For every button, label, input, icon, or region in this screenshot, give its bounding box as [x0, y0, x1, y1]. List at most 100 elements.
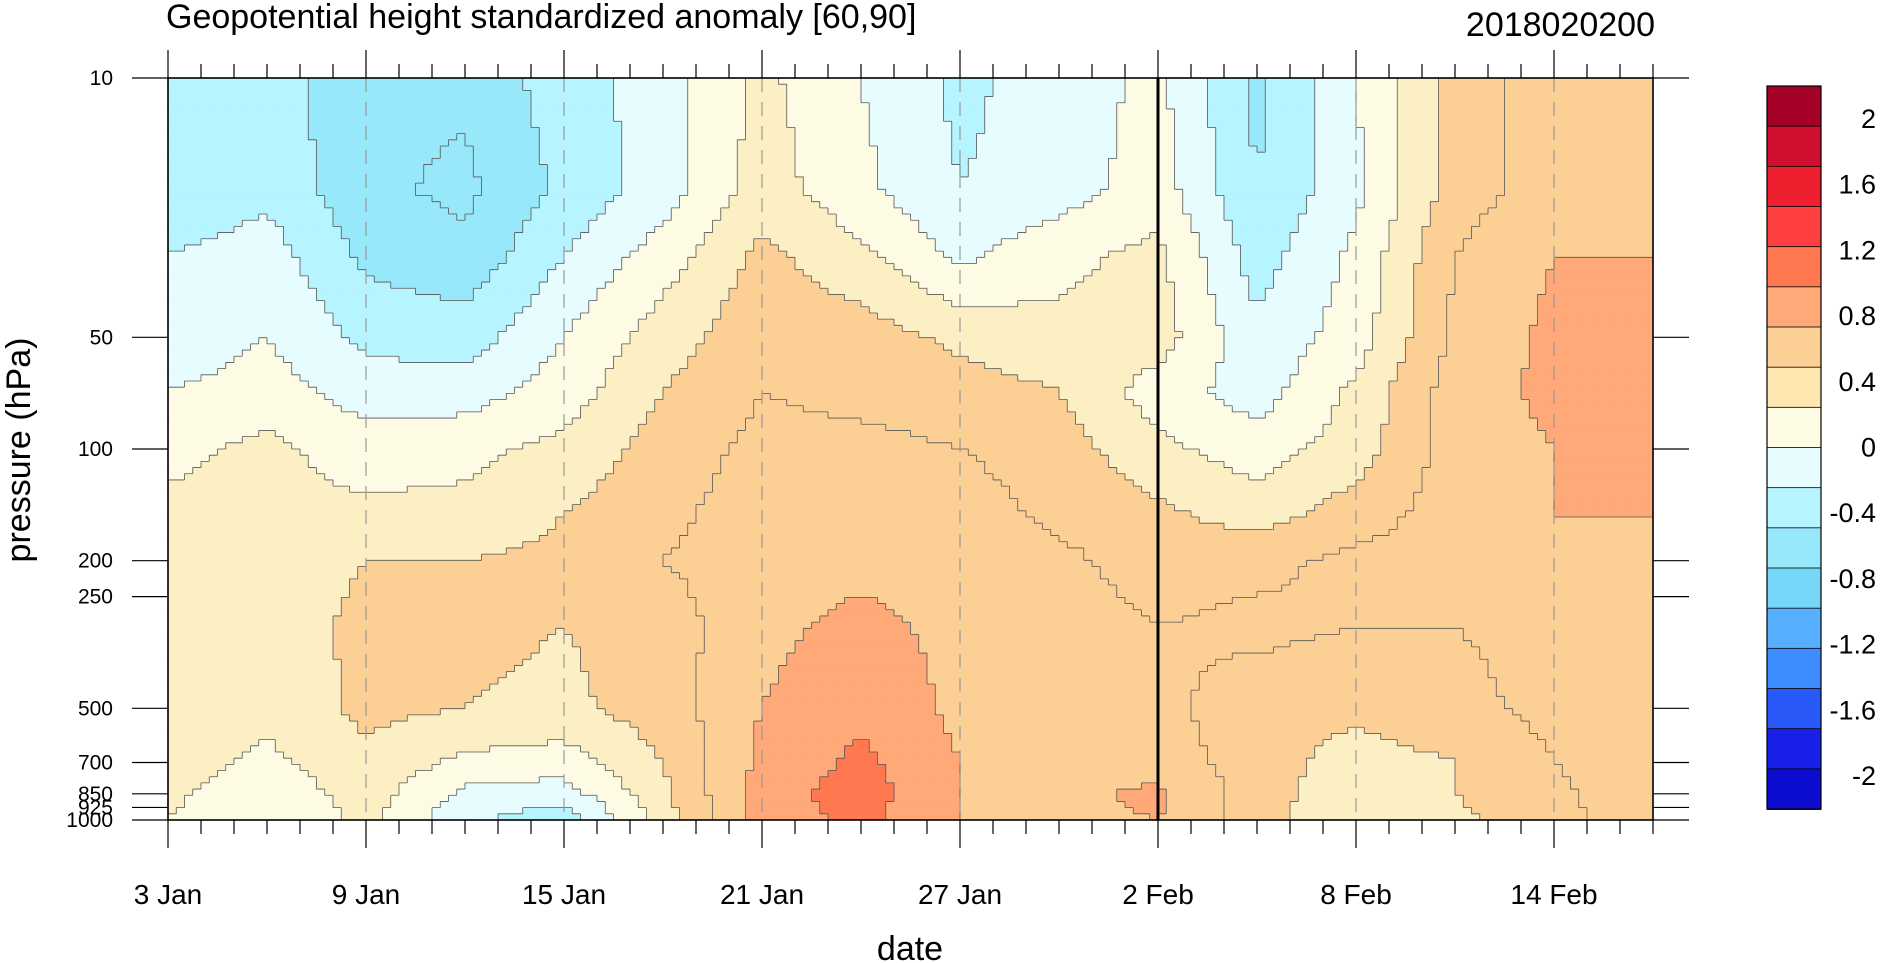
contour-cell [745, 78, 755, 85]
contour-cell [192, 102, 202, 110]
contour-cell [943, 127, 953, 135]
contour-cell [333, 102, 342, 110]
contour-cell [1092, 115, 1101, 122]
contour-cell [1463, 127, 1473, 135]
contour-cell [894, 121, 903, 129]
contour-cell [1116, 127, 1126, 135]
contour-cell [745, 102, 755, 110]
contour-cell [943, 90, 953, 98]
contour-cell [720, 146, 730, 153]
contour-cell [514, 238, 524, 246]
contour-cell [1182, 201, 1192, 209]
contour-cell [1108, 96, 1118, 104]
contour-cell [1347, 238, 1357, 246]
contour-cell [1537, 207, 1547, 215]
contour-cell [696, 201, 705, 209]
contour-cell [514, 244, 524, 252]
contour-cell [1092, 226, 1101, 234]
contour-cell [572, 102, 582, 110]
contour-cell [1149, 133, 1159, 141]
contour-cell [465, 90, 474, 98]
contour-cell [1133, 84, 1143, 91]
contour-cell [720, 189, 730, 197]
contour-cell [547, 133, 557, 141]
contour-cell [1323, 158, 1332, 166]
contour-cell [894, 133, 903, 141]
contour-cell [1545, 201, 1555, 209]
contour-cell [448, 115, 458, 122]
contour-cell [1554, 195, 1563, 203]
contour-cell [1570, 170, 1580, 178]
contour-cell [267, 84, 276, 91]
contour-cell [1380, 226, 1390, 234]
contour-cell [390, 96, 400, 104]
contour-cell [1620, 127, 1629, 135]
contour-cell [300, 158, 309, 166]
contour-cell [1224, 189, 1233, 197]
contour-cell [1166, 183, 1176, 190]
contour-cell [1215, 226, 1225, 234]
contour-cell [1158, 226, 1167, 234]
contour-cell [349, 195, 359, 203]
contour-cell [1397, 127, 1407, 135]
contour-cell [704, 170, 714, 178]
contour-cell [316, 176, 326, 184]
contour-cell [1372, 108, 1382, 116]
contour-cell [1529, 121, 1539, 129]
contour-cell [489, 164, 499, 172]
contour-cell [234, 238, 243, 246]
contour-cell [762, 244, 771, 252]
contour-cell [1158, 90, 1167, 98]
contour-cell [1455, 207, 1464, 215]
contour-cell [737, 121, 747, 129]
contour-cell [1083, 96, 1093, 104]
contour-cell [349, 164, 359, 172]
contour-cell [1149, 176, 1159, 184]
contour-cell [770, 220, 780, 227]
contour-cell [564, 152, 573, 159]
contour-cell [943, 108, 953, 116]
contour-cell [267, 207, 276, 215]
contour-cell [498, 226, 507, 234]
contour-cell [968, 195, 978, 203]
contour-cell [1149, 207, 1159, 215]
contour-cell [366, 189, 375, 197]
contour-cell [729, 164, 738, 172]
contour-cell [960, 207, 969, 215]
contour-cell [1545, 152, 1555, 159]
contour-cell [1306, 139, 1316, 147]
contour-cell [1488, 133, 1497, 141]
contour-cell [588, 214, 598, 221]
contour-cell [613, 189, 623, 197]
contour-cell [1067, 158, 1077, 166]
contour-cell [407, 238, 417, 246]
contour-cell [1372, 207, 1382, 215]
contour-cell [753, 96, 763, 104]
contour-cell [1100, 201, 1110, 209]
contour-cell [1092, 158, 1101, 166]
contour-cell [696, 176, 705, 184]
contour-cell [1339, 121, 1349, 129]
contour-cell [1430, 108, 1440, 116]
contour-cell [745, 244, 755, 252]
contour-cell [168, 164, 177, 172]
contour-cell [770, 146, 780, 153]
contour-cell [1232, 183, 1242, 190]
contour-cell [630, 244, 639, 252]
contour-cell [572, 207, 582, 215]
contour-cell [341, 96, 351, 104]
contour-cell [1397, 207, 1407, 215]
contour-cell [300, 84, 309, 91]
contour-cell [267, 158, 276, 166]
contour-cell [1306, 127, 1316, 135]
contour-cell [1364, 189, 1374, 197]
contour-cell [1595, 158, 1605, 166]
contour-cell [498, 152, 507, 159]
contour-cell [1397, 146, 1407, 153]
contour-cell [300, 207, 309, 215]
contour-cell [1512, 170, 1522, 178]
contour-cell [275, 201, 285, 209]
contour-cell [679, 158, 689, 166]
contour-cell [918, 108, 928, 116]
contour-cell [1438, 102, 1448, 110]
